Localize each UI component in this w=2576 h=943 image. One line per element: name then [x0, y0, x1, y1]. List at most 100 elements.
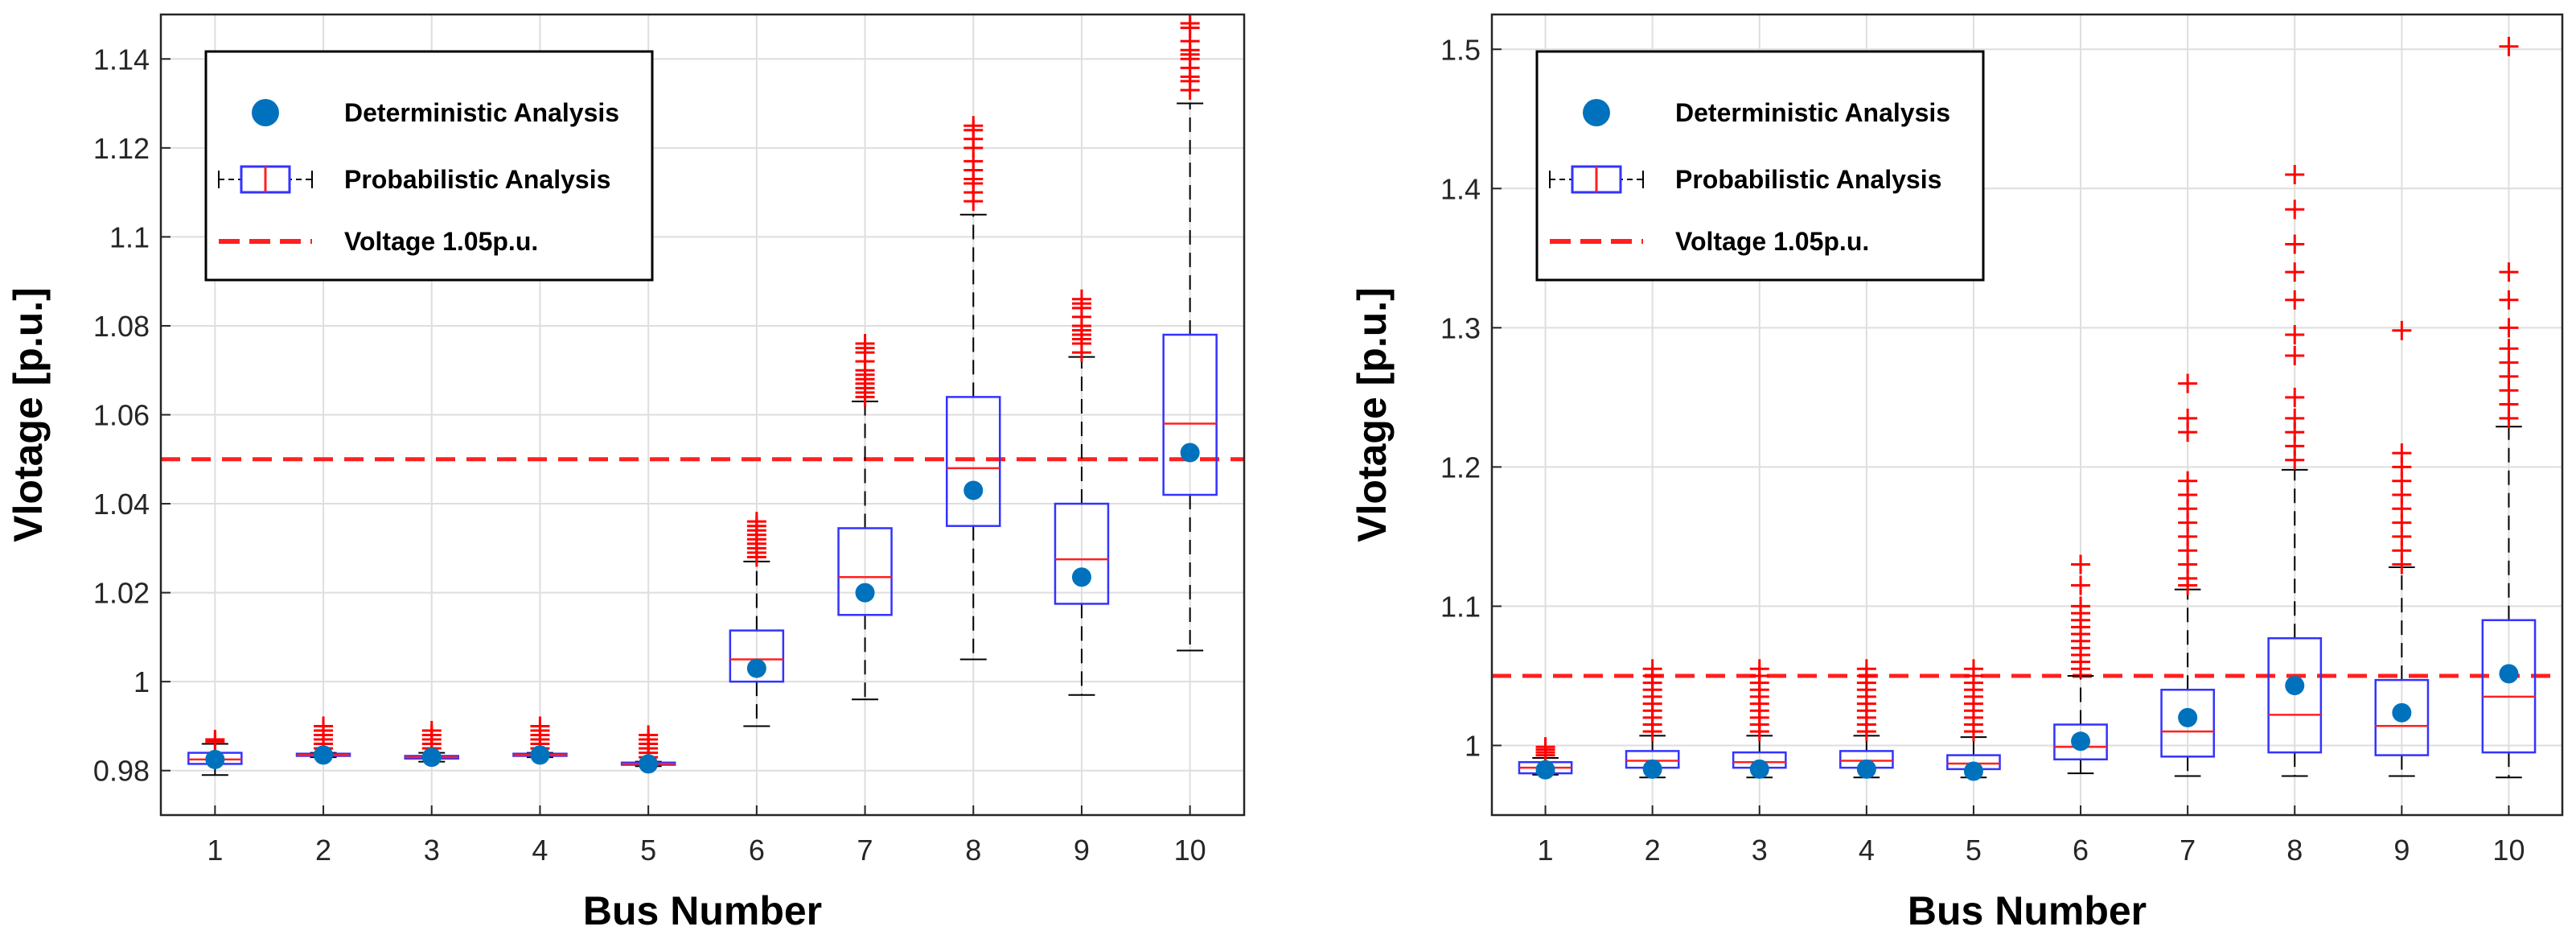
outlier-marker	[963, 116, 984, 136]
deterministic-point-bus-3	[1749, 759, 1769, 779]
box-bus-7	[837, 334, 893, 701]
x-axis-label: Bus Number	[1908, 888, 2147, 933]
deterministic-point-bus-6	[746, 658, 766, 678]
deterministic-point-bus-8	[963, 480, 984, 500]
iqr-box	[729, 629, 785, 683]
outlier-marker	[1535, 737, 1555, 757]
legend-threshold-label: Voltage 1.05p.u.	[1675, 227, 1869, 256]
box-bus-10	[2481, 36, 2537, 779]
deterministic-point-bus-5	[639, 754, 659, 774]
x-tick-label: 5	[640, 834, 656, 867]
x-tick-label: 8	[2286, 834, 2303, 867]
outlier-marker	[421, 720, 442, 740]
deterministic-point-bus-7	[855, 583, 875, 603]
outlier-marker	[2499, 290, 2519, 310]
y-tick-label: 1.02	[93, 577, 150, 610]
y-tick-label: 1.04	[93, 488, 150, 521]
outlier-marker	[1180, 14, 1200, 34]
outlier-marker	[530, 716, 550, 736]
y-axis-label: Vlotage [p.u.]	[6, 287, 51, 542]
outlier-marker	[2071, 554, 2091, 574]
outlier-marker	[1642, 659, 1662, 679]
iqr-box	[1054, 502, 1110, 605]
iqr-box	[2267, 636, 2323, 754]
outlier-marker	[2285, 262, 2305, 282]
x-tick-label: 2	[315, 834, 331, 867]
y-tick-label: 1.4	[1440, 172, 1481, 205]
outlier-marker	[2392, 443, 2412, 463]
legend: Deterministic Analysis Probabilistic Anal…	[204, 50, 654, 282]
outlier-marker	[2392, 320, 2412, 340]
iqr-box	[2160, 689, 2216, 758]
y-tick-label: 1	[1465, 729, 1481, 762]
legend-deterministic-label: Deterministic Analysis	[1675, 98, 1950, 127]
deterministic-point-bus-1	[1535, 760, 1555, 780]
x-tick-label: 1	[207, 834, 223, 867]
box-bus-7	[2160, 373, 2216, 777]
box-bus-9	[2374, 320, 2430, 777]
legend: Deterministic Analysis Probabilistic Anal…	[1535, 50, 1985, 282]
outlier-marker	[639, 725, 659, 745]
y-axis-label: Vlotage [p.u.]	[1350, 287, 1395, 542]
x-tick-label: 5	[1966, 834, 1982, 867]
x-tick-label: 10	[1174, 834, 1206, 867]
y-tick-label: 1.14	[93, 43, 150, 76]
y-tick-label: 0.98	[93, 755, 150, 788]
outlier-marker	[2178, 408, 2198, 428]
y-tick-label: 1.5	[1440, 33, 1481, 66]
deterministic-point-bus-3	[421, 747, 442, 768]
outlier-marker	[314, 716, 334, 736]
x-tick-label: 10	[2492, 834, 2525, 867]
y-tick-label: 1.12	[93, 132, 150, 165]
outlier-marker	[1856, 659, 1876, 679]
iqr-box	[945, 396, 1001, 527]
box-bus-5	[1946, 659, 2001, 779]
deterministic-point-bus-4	[1856, 759, 1876, 779]
outlier-marker	[2285, 290, 2305, 310]
outlier-marker	[2499, 318, 2519, 338]
y-tick-label: 1.2	[1440, 451, 1481, 484]
legend-deterministic-label: Deterministic Analysis	[344, 98, 619, 127]
deterministic-point-bus-5	[1963, 761, 1983, 781]
outlier-marker	[2285, 200, 2305, 220]
box-bus-8	[2267, 165, 2323, 777]
outlier-marker	[2285, 165, 2305, 184]
outlier-marker	[855, 334, 875, 354]
deterministic-point-bus-9	[1071, 567, 1091, 587]
iqr-box	[2374, 678, 2430, 756]
iqr-box	[2053, 723, 2108, 761]
outlier-marker	[2285, 345, 2305, 365]
x-tick-label: 6	[749, 834, 765, 867]
y-tick-label: 1	[134, 665, 150, 698]
deterministic-point-bus-8	[2285, 676, 2305, 696]
right-chart-panel: 1 1.1 1.2 1.3 1.4 1.5 1 2 3 4 5 6 7 8 9 10 Bus Number Vlo…	[1350, 13, 2564, 933]
x-tick-label: 6	[2073, 834, 2089, 867]
deterministic-point-bus-6	[2071, 731, 2091, 752]
outlier-marker	[1749, 659, 1769, 679]
box-bus-10	[1162, 14, 1218, 652]
box-bus-6	[729, 512, 785, 727]
outlier-marker	[2178, 471, 2198, 491]
x-tick-label: 8	[965, 834, 981, 867]
x-tick-label: 7	[857, 834, 873, 867]
y-tick-label: 1.06	[93, 399, 150, 432]
outlier-marker	[2285, 387, 2305, 407]
deterministic-point-bus-9	[2392, 702, 2412, 723]
axes-frame	[1490, 13, 2564, 817]
x-axis-label: Bus Number	[583, 888, 822, 933]
outlier-marker	[2178, 373, 2198, 393]
iqr-box	[1162, 333, 1218, 496]
y-tick-label: 1.3	[1440, 311, 1481, 344]
y-tick-label: 1.1	[109, 220, 150, 253]
outlier-marker	[2285, 325, 2305, 344]
outlier-marker	[2071, 596, 2091, 616]
legend-deterministic-marker	[1583, 99, 1610, 126]
y-tick-label: 1.08	[93, 310, 150, 343]
outlier-marker	[1071, 289, 1091, 309]
x-tick-label: 3	[424, 834, 440, 867]
deterministic-point-bus-7	[2178, 707, 2198, 727]
outlier-marker	[2499, 36, 2519, 56]
x-tick-label: 9	[1074, 834, 1090, 867]
